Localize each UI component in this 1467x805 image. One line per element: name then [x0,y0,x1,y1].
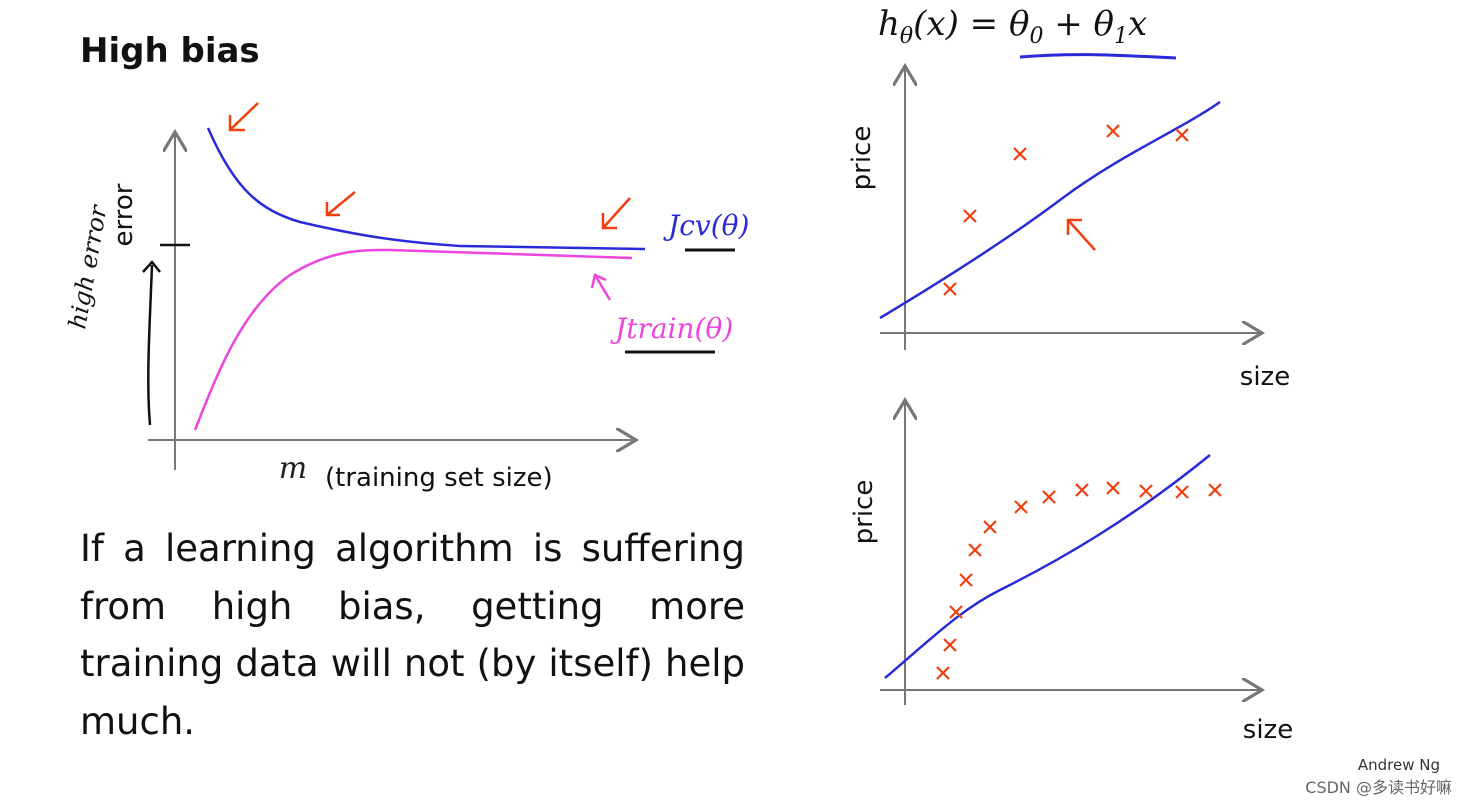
data-cross [943,282,957,296]
data-cross [1139,484,1153,498]
train-error-curve [193,248,633,431]
underline [1019,53,1177,60]
x-axis-label: size [1240,362,1290,392]
fit-line [879,100,1221,320]
body-text: If a learning algorithm is suffering fro… [80,527,745,743]
formula-part: h [878,4,900,44]
data-cross [963,209,977,223]
data-points [936,481,1222,680]
data-cross [1106,481,1120,495]
x-axis-label: (training set size) [325,463,553,493]
data-cross [1175,128,1189,142]
data-cross [1075,483,1089,497]
data-cross [943,638,957,652]
annotation-arrows [228,102,1096,251]
fit-line [884,454,1211,679]
data-cross [1042,490,1056,504]
formula-part: + θ [1043,4,1114,44]
watermark: CSDN @多读书好嘛 [1305,778,1452,797]
y-axis-label: price [849,480,879,545]
cv-error-curve [206,127,646,251]
author: Andrew Ng [1358,756,1440,774]
formula-part: x [1128,4,1147,44]
x-axis-label: size [1243,715,1293,745]
slide-title: High bias [80,31,260,71]
formula-part: 1 [1114,24,1128,49]
data-cross [936,666,950,680]
handwritten-note: high error [63,202,112,331]
data-cross [1175,485,1189,499]
data-cross [959,573,973,587]
data-points [943,124,1189,296]
formula-part: 0 [1029,24,1043,49]
y-axis-label: price [847,126,877,191]
train-label: Jtrain(θ) [610,312,733,345]
data-cross [1014,500,1028,514]
data-cross [1208,483,1222,497]
formula-part: θ [900,24,913,49]
cv-label: Jcv(θ) [663,209,749,242]
data-cross [968,543,982,557]
data-cross [1106,124,1120,138]
data-cross [1013,147,1027,161]
formula-part: (x) = θ [913,4,1029,44]
hypothesis-formula: hθ(x) = θ0 + θ1x [878,4,1147,49]
y-axis-label: error [109,183,139,246]
annotation-arrow [590,273,612,301]
x-axis-symbol: m [279,451,307,486]
handwritten-arrow [142,260,161,426]
data-cross [949,605,963,619]
data-cross [983,520,997,534]
